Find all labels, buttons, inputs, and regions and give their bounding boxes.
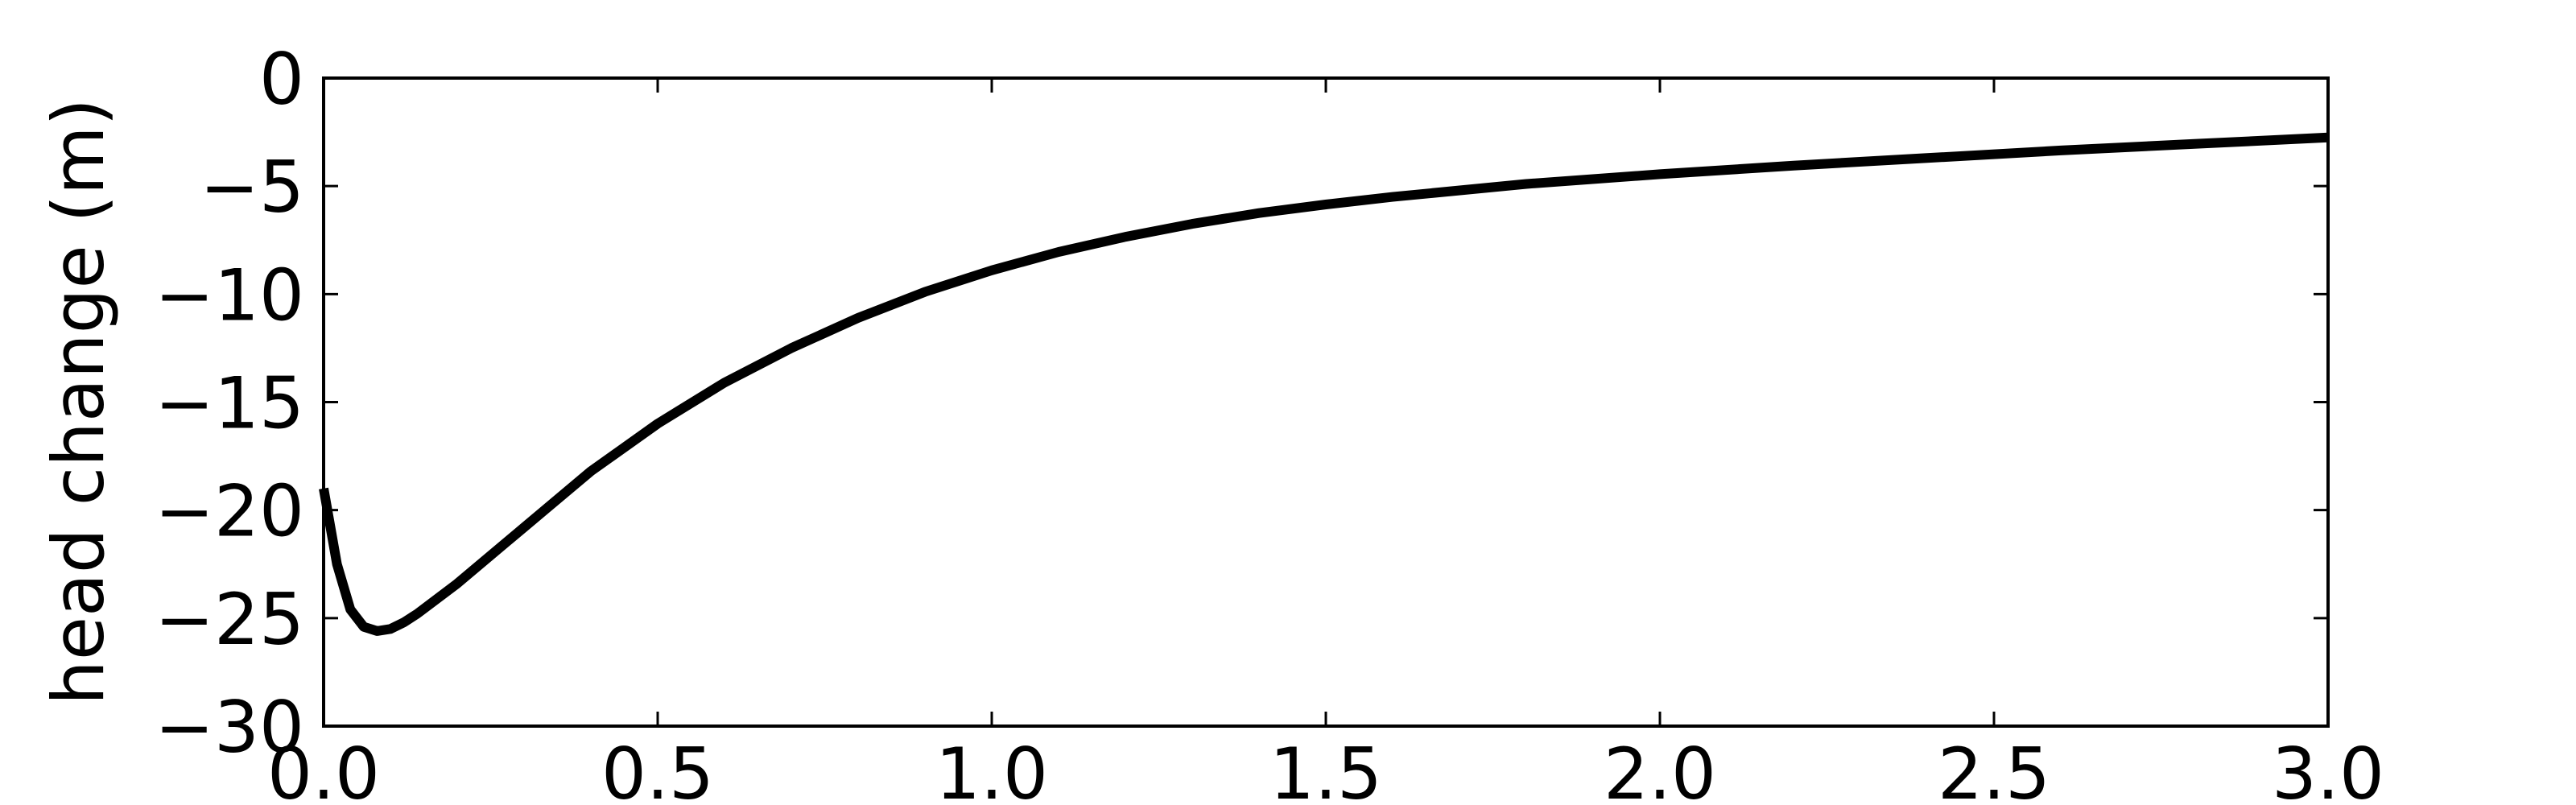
y-tick-label: −15 <box>155 362 304 445</box>
plot-frame <box>322 76 2330 728</box>
y-tick-label: −25 <box>155 578 304 661</box>
x-tick-label: 3.0 <box>2272 733 2384 805</box>
x-tick-label: 2.5 <box>1938 733 2050 805</box>
x-tick-label: 0.0 <box>267 733 380 805</box>
series-line <box>319 132 2329 636</box>
y-tick-label: −20 <box>155 470 304 553</box>
x-tick-label: 1.0 <box>935 733 1048 805</box>
y-tick-label: 0 <box>259 38 304 121</box>
y-tick-label: −10 <box>155 254 304 336</box>
x-tick-label: 1.5 <box>1269 733 1382 805</box>
plot-area <box>324 78 2328 726</box>
y-tick-label: −5 <box>200 146 304 229</box>
y-tick-label: −30 <box>155 686 304 769</box>
tick-labels: 0.0 0.5 1.0 1.5 2.0 2.5 3.0 0 −5 −10 −15 −20 −25 −30 <box>155 38 2384 805</box>
y-axis-label: head change (m) <box>37 98 120 705</box>
x-tick-label: 0.5 <box>601 733 714 805</box>
x-tick-label: 2.0 <box>1604 733 1716 805</box>
